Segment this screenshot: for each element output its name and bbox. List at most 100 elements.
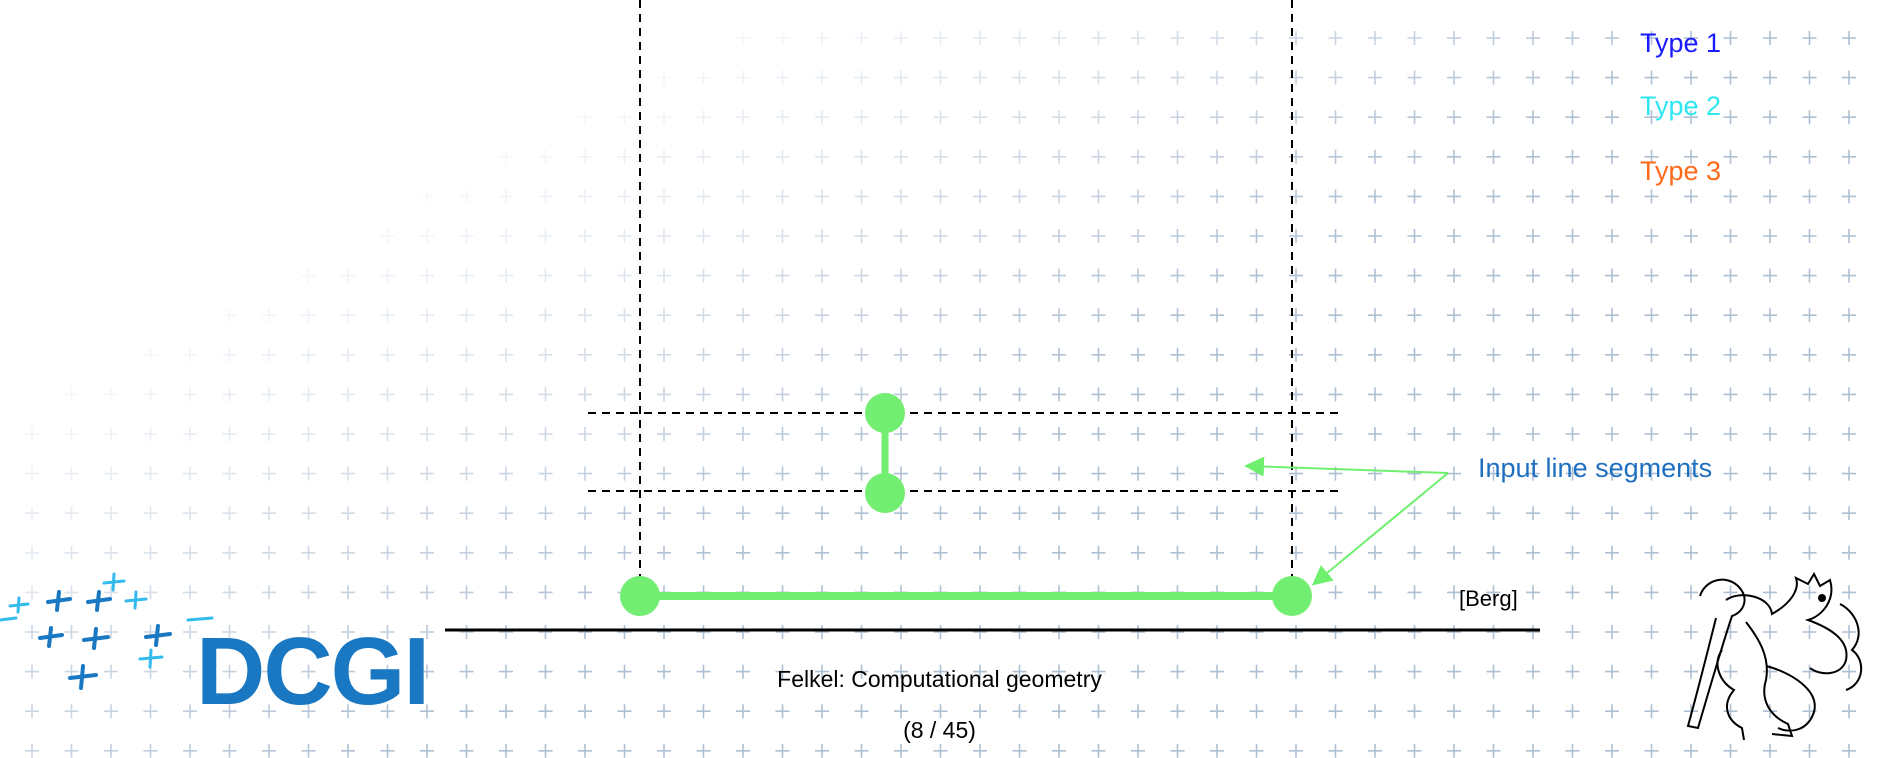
grid-cross [1486, 704, 1501, 719]
grid-cross [1249, 743, 1264, 758]
grid-cross [1091, 664, 1106, 679]
grid-cross [894, 506, 908, 521]
grid-cross [1644, 506, 1659, 521]
grid-cross [1842, 31, 1856, 45]
grid-cross [1763, 149, 1777, 164]
grid-cross [143, 387, 158, 402]
grid-cross [341, 625, 355, 639]
grid-cross [1684, 466, 1698, 481]
grid-cross [262, 387, 276, 402]
grid-cross [1368, 387, 1382, 402]
grid-cross [894, 110, 908, 125]
grid-cross [420, 268, 434, 283]
grid-cross [1052, 149, 1066, 164]
grid-cross [1644, 625, 1659, 639]
grid-cross [775, 149, 790, 164]
grid-cross [1052, 31, 1066, 45]
annotation-arrow-upper [1244, 456, 1449, 477]
grid-cross [1763, 31, 1777, 45]
grid-cross [1605, 229, 1619, 243]
grid-cross [696, 743, 711, 758]
grid-cross [1565, 427, 1580, 441]
grid-cross [1802, 189, 1817, 204]
grid-cross [459, 268, 474, 283]
grid-cross [538, 743, 553, 758]
grid-cross [1763, 545, 1777, 560]
grid-cross [1842, 387, 1856, 402]
grid-cross [183, 743, 197, 758]
grid-cross [1091, 70, 1106, 85]
grid-cross [578, 149, 592, 164]
grid-cross [617, 189, 632, 204]
grid-cross [1328, 704, 1343, 719]
grid-cross [301, 664, 316, 679]
grid-cross [973, 31, 987, 45]
grid-cross [1249, 70, 1264, 85]
grid-cross [104, 625, 118, 639]
grid-cross [736, 506, 750, 521]
grid-cross [617, 149, 632, 164]
grid-cross [775, 466, 790, 481]
grid-cross [894, 229, 908, 243]
grid-cross [775, 70, 790, 85]
grid-cross [1091, 308, 1106, 323]
grid-cross [696, 625, 711, 639]
grid-cross [1052, 268, 1066, 283]
grid-cross [222, 664, 237, 679]
grid-cross [1644, 387, 1659, 402]
grid-cross [1052, 347, 1066, 362]
grid-cross [64, 743, 79, 758]
grid-cross [1447, 585, 1461, 600]
grid-cross [1210, 466, 1224, 481]
grid-cross [1723, 149, 1738, 164]
grid-cross [1802, 31, 1817, 45]
grid-cross [1249, 347, 1264, 362]
grid-cross [104, 585, 118, 600]
grid-cross [1486, 427, 1501, 441]
grid-cross [1684, 189, 1698, 204]
grid-cross [1605, 110, 1619, 125]
grid-cross [973, 704, 987, 719]
dcgi-logo-text: DCGI [196, 618, 430, 725]
cross-grid-decoration [25, 31, 1856, 758]
grid-cross [301, 704, 316, 719]
grid-cross [578, 189, 592, 204]
grid-cross [1763, 387, 1777, 402]
grid-cross [815, 743, 829, 758]
grid-cross [1368, 704, 1382, 719]
grid-cross [617, 545, 632, 560]
grid-cross [736, 625, 750, 639]
grid-cross [1723, 387, 1738, 402]
grid-cross [1249, 189, 1264, 204]
grid-cross [1763, 743, 1777, 758]
grid-cross [578, 229, 592, 243]
grid-cross [1565, 110, 1580, 125]
grid-cross [696, 704, 711, 719]
grid-cross [1170, 545, 1185, 560]
grid-cross [1210, 704, 1224, 719]
grid-cross [1091, 149, 1106, 164]
grid-cross [973, 70, 987, 85]
grid-cross [736, 229, 750, 243]
grid-cross [1486, 110, 1501, 125]
grid-cross [64, 466, 79, 481]
grid-cross [1802, 149, 1817, 164]
grid-cross [1170, 149, 1185, 164]
grid-cross [1723, 506, 1738, 521]
grid-cross [1131, 743, 1145, 758]
grid-cross [1407, 625, 1422, 639]
grid-cross [1328, 545, 1343, 560]
grid-cross [1763, 308, 1777, 323]
grid-cross [499, 268, 513, 283]
grid-cross [499, 585, 513, 600]
grid-cross [775, 625, 790, 639]
grid-cross [1684, 229, 1698, 243]
grid-cross [1684, 70, 1698, 85]
grid-cross [222, 585, 237, 600]
grid-cross [420, 545, 434, 560]
grid-cross [1289, 229, 1303, 243]
grid-cross [1170, 31, 1185, 45]
grid-cross [1605, 268, 1619, 283]
grid-cross [617, 308, 632, 323]
grid-cross [657, 110, 671, 125]
